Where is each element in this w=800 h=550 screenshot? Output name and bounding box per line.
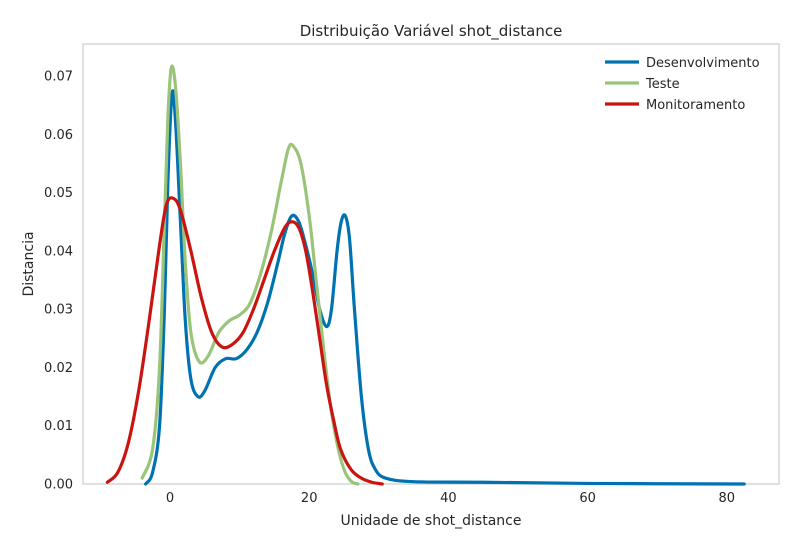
legend-label-teste: Teste [645,77,680,92]
y-tick-label: 0.03 [44,303,73,318]
y-axis-ticks: 0.00 0.01 0.02 0.03 0.04 0.05 0.06 0.07 [44,70,73,493]
x-axis-ticks: 0 20 40 60 80 [166,491,735,506]
x-tick-label: 60 [579,491,596,506]
x-tick-label: 20 [301,491,318,506]
x-tick-label: 40 [440,491,457,506]
x-tick-label: 0 [166,491,174,506]
series-layer [105,64,746,486]
plot-area [82,43,780,485]
legend: Desenvolvimento Teste Monitoramento [605,56,760,113]
chart-title: Distribuição Variável shot_distance [300,22,563,41]
y-tick-label: 0.01 [44,419,73,434]
x-tick-label: 80 [719,491,736,506]
legend-label-monitoramento: Monitoramento [646,98,745,113]
legend-label-desenvolvimento: Desenvolvimento [646,56,760,71]
series-line-teste [140,64,360,486]
series-line-monitoramento [105,196,384,486]
y-axis-label: Distancia [21,231,37,296]
y-tick-label: 0.06 [44,128,73,143]
y-tick-label: 0.05 [44,186,73,201]
y-tick-label: 0.04 [44,244,73,259]
y-tick-label: 0.02 [44,361,73,376]
y-tick-label: 0.00 [44,478,73,493]
x-axis-label: Unidade de shot_distance [341,513,522,529]
y-tick-label: 0.07 [44,70,73,85]
